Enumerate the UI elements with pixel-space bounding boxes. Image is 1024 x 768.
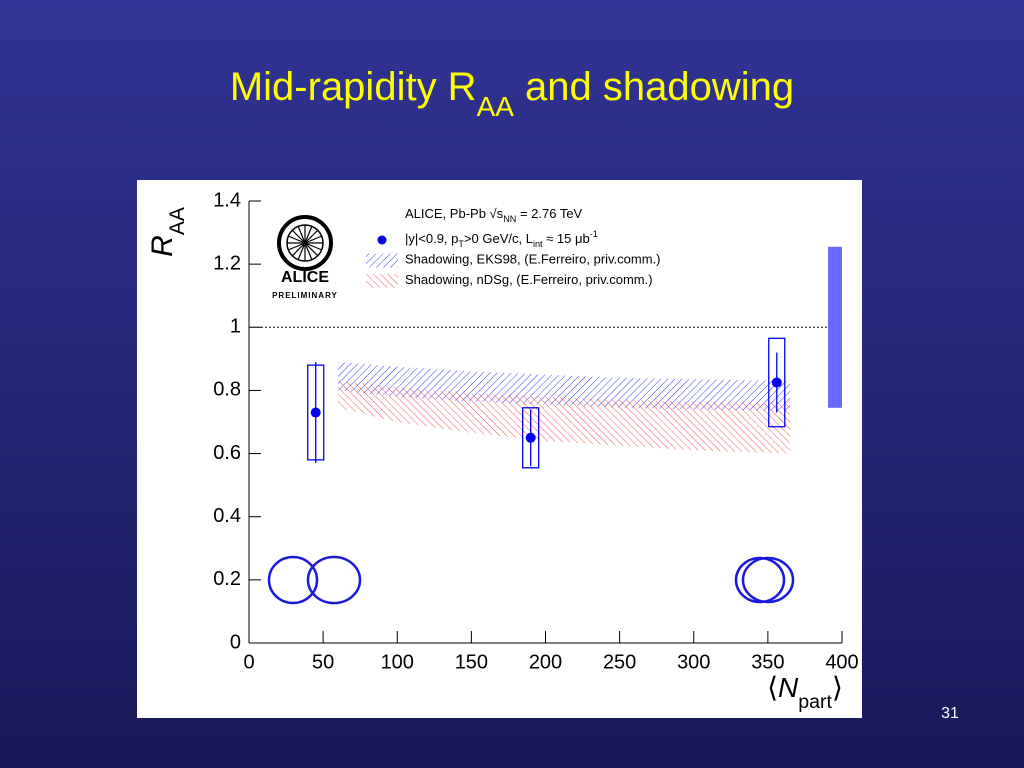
global-uncertainty — [828, 246, 842, 408]
y-tick-label: 0.6 — [213, 442, 241, 464]
legend-label: Shadowing, nDSg, (E.Ferreiro, priv.comm.… — [405, 272, 653, 287]
legend-label: |y|<0.9, pT>0 GeV/c, Lint ≈ 15 μb-1 — [405, 229, 598, 249]
nucleus-icon — [741, 556, 795, 604]
legend-marker — [366, 253, 398, 268]
data-point — [525, 432, 536, 443]
nucleus-icon — [306, 555, 362, 605]
y-axis-label: RAA — [146, 207, 189, 257]
text-run: T — [458, 239, 464, 249]
text-run: AA — [166, 207, 189, 235]
data-point — [771, 377, 782, 388]
data-point — [310, 407, 321, 418]
legend-marker — [366, 274, 398, 288]
alice-logo: ALICE PRELIMINARY — [272, 215, 338, 300]
x-tick-label: 0 — [243, 651, 254, 673]
collision-icons — [267, 555, 795, 605]
x-tick-label: 400 — [825, 651, 858, 673]
logo-subtext: PRELIMINARY — [272, 291, 338, 300]
y-tick-label: 0 — [230, 631, 241, 653]
text-run: R — [146, 235, 179, 257]
x-tick-label: 100 — [381, 651, 414, 673]
x-tick-label: 350 — [751, 651, 784, 673]
text-run: |y|<0.9, p — [405, 231, 458, 246]
x-axis-label: ⟨Npart⟩ — [767, 672, 843, 713]
logo-text: ALICE — [281, 269, 329, 286]
text-run: NN — [503, 214, 516, 224]
plot: 0 0.2 0.4 0.6 0.8 1 1.2 1.4 0 50 100 150 200 250 300 35… — [146, 189, 859, 713]
text-run: int — [533, 239, 543, 249]
logo-spokes — [287, 225, 323, 261]
slide-title: Mid-rapidity RAA and shadowing — [230, 65, 794, 122]
text-run: ⟨ — [767, 672, 778, 703]
y-tick-label: 1.4 — [213, 189, 241, 211]
text-run: = 2.76 TeV — [516, 206, 582, 221]
legend-label: Shadowing, EKS98, (E.Ferreiro, priv.comm… — [405, 252, 661, 267]
x-tick-label: 300 — [677, 651, 710, 673]
logo-ring — [277, 215, 333, 271]
text-run: AA — [477, 91, 515, 122]
text-run: part — [798, 691, 832, 713]
text-run: N — [778, 672, 799, 703]
y-tick-label: 0.8 — [213, 379, 241, 401]
text-run: -1 — [590, 229, 598, 239]
y-tick-label: 1 — [230, 316, 241, 338]
text-run: Mid-rapidity R — [230, 65, 477, 109]
y-tick-label: 1.2 — [213, 252, 241, 274]
systematic-box — [768, 337, 786, 428]
systematic-box — [522, 407, 540, 469]
text-run: ⟩ — [832, 672, 843, 703]
text-run: ≈ 15 μb — [543, 231, 590, 246]
x-tick-label: 250 — [603, 651, 636, 673]
legend-header: ALICE, Pb-Pb √sNN = 2.76 TeV — [405, 206, 583, 224]
y-tick-label: 0.4 — [213, 505, 241, 527]
text-run: >0 GeV/c, L — [464, 231, 533, 246]
text-run: Shadowing, EKS98, (E.Ferreiro, priv.comm… — [405, 252, 661, 267]
page-number: 31 — [941, 705, 959, 722]
x-tick-label: 200 — [529, 651, 562, 673]
shadowing-band — [337, 380, 791, 454]
x-tick-label: 150 — [455, 651, 488, 673]
y-tick-label: 0.2 — [213, 568, 241, 590]
x-tick-label: 50 — [312, 651, 334, 673]
text-run: Shadowing, nDSg, (E.Ferreiro, priv.comm.… — [405, 272, 653, 287]
text-run: and shadowing — [514, 65, 794, 109]
legend-marker — [377, 235, 387, 245]
nucleus-icon — [267, 555, 319, 605]
text-run: ALICE, Pb-Pb √s — [405, 206, 504, 221]
